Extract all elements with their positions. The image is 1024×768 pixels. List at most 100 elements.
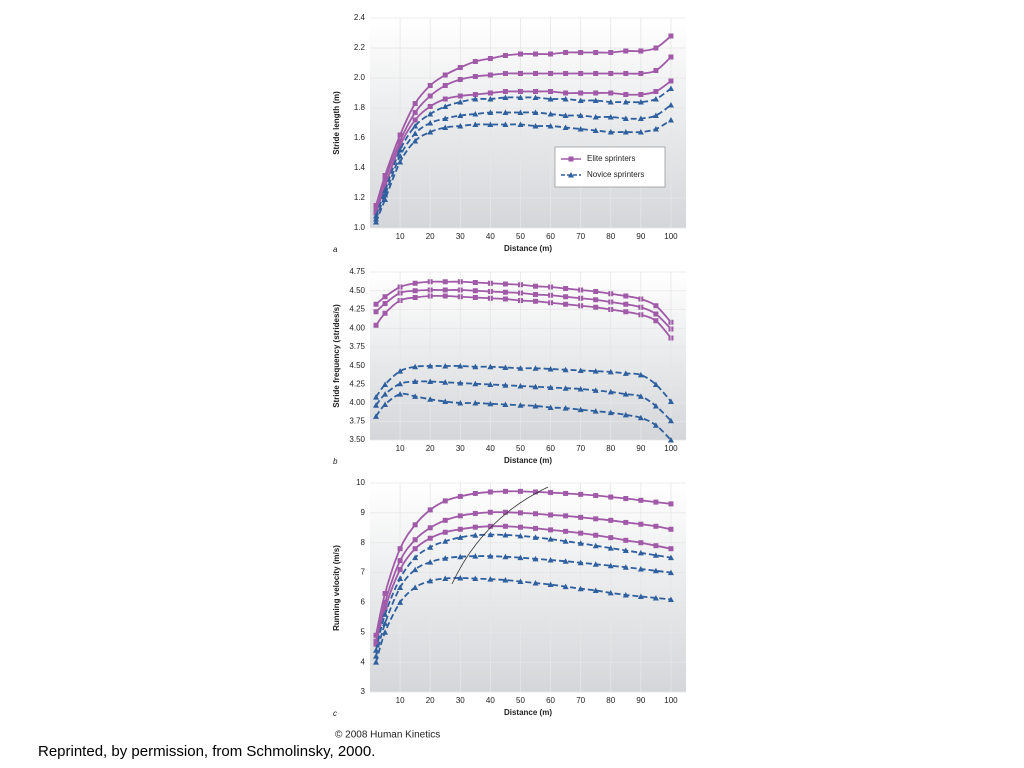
marker xyxy=(412,378,419,385)
marker xyxy=(442,379,449,385)
marker xyxy=(622,564,629,570)
marker xyxy=(638,48,644,54)
marker xyxy=(397,132,403,138)
marker xyxy=(457,574,464,581)
marker xyxy=(593,90,599,96)
marker xyxy=(532,580,539,586)
x-tick-label: 100 xyxy=(664,696,678,705)
marker xyxy=(457,400,464,406)
marker xyxy=(412,546,418,552)
marker xyxy=(577,385,584,392)
x-axis-label: Distance (m) xyxy=(504,244,552,253)
marker xyxy=(622,547,629,553)
marker xyxy=(442,83,448,88)
y-tick-label: 10 xyxy=(356,478,365,487)
marker xyxy=(472,111,479,117)
marker xyxy=(427,507,433,513)
marker xyxy=(517,71,523,76)
x-tick-label: 90 xyxy=(636,696,645,705)
x-tick-label: 60 xyxy=(546,696,555,705)
y-tick-label: 5 xyxy=(361,627,366,636)
marker xyxy=(373,203,379,208)
marker xyxy=(592,408,599,414)
marker xyxy=(577,585,584,592)
marker xyxy=(442,575,449,582)
marker xyxy=(578,90,584,96)
marker xyxy=(637,99,644,105)
marker xyxy=(472,92,478,97)
marker xyxy=(533,51,539,57)
marker xyxy=(577,126,584,132)
marker xyxy=(652,567,659,574)
marker xyxy=(412,110,418,115)
marker xyxy=(563,294,569,300)
marker xyxy=(623,519,629,525)
marker xyxy=(427,363,434,369)
marker xyxy=(487,509,493,515)
marker xyxy=(653,318,659,324)
marker xyxy=(517,365,524,371)
marker xyxy=(562,96,569,102)
marker xyxy=(668,78,674,84)
marker xyxy=(622,129,629,135)
marker xyxy=(502,531,509,538)
marker xyxy=(592,561,599,567)
marker xyxy=(472,121,479,127)
marker xyxy=(412,295,418,300)
marker xyxy=(608,90,614,96)
marker xyxy=(472,524,478,530)
marker xyxy=(427,111,434,117)
x-tick-label: 20 xyxy=(426,696,435,705)
marker xyxy=(487,400,494,407)
marker xyxy=(532,94,539,100)
marker xyxy=(457,77,463,82)
marker xyxy=(382,381,389,387)
marker xyxy=(412,554,419,561)
marker xyxy=(563,528,569,534)
marker xyxy=(563,90,569,96)
marker xyxy=(412,138,419,144)
marker xyxy=(622,591,629,598)
marker xyxy=(487,121,494,127)
marker xyxy=(593,50,599,55)
marker xyxy=(608,535,614,541)
marker xyxy=(667,417,674,424)
y-tick-label: 3.50 xyxy=(349,435,365,444)
marker xyxy=(517,382,524,389)
marker xyxy=(532,534,539,540)
marker xyxy=(412,101,418,106)
marker xyxy=(638,497,644,503)
plot-background xyxy=(370,483,686,692)
marker xyxy=(517,94,524,100)
marker xyxy=(592,387,599,393)
x-tick-label: 70 xyxy=(576,696,585,705)
marker xyxy=(442,538,449,544)
marker xyxy=(607,589,614,596)
marker xyxy=(593,297,599,303)
marker xyxy=(442,115,449,121)
marker xyxy=(592,97,599,103)
marker xyxy=(608,71,614,76)
marker xyxy=(562,583,569,590)
marker xyxy=(487,56,493,61)
marker xyxy=(502,382,509,388)
marker xyxy=(517,578,524,585)
marker xyxy=(427,120,434,126)
y-axis-label: Running velocity (m/s) xyxy=(332,545,341,631)
marker xyxy=(562,538,569,544)
marker xyxy=(622,370,629,376)
marker xyxy=(562,385,569,391)
marker xyxy=(608,494,614,500)
x-tick-label: 30 xyxy=(456,444,465,453)
x-tick-label: 40 xyxy=(486,232,495,241)
marker xyxy=(592,587,599,593)
marker xyxy=(593,532,599,538)
x-tick-label: 50 xyxy=(516,232,525,241)
marker xyxy=(382,391,389,397)
y-tick-label: 8 xyxy=(361,538,366,547)
marker xyxy=(472,553,479,559)
marker xyxy=(412,363,419,370)
marker xyxy=(652,594,659,601)
marker xyxy=(563,513,569,519)
